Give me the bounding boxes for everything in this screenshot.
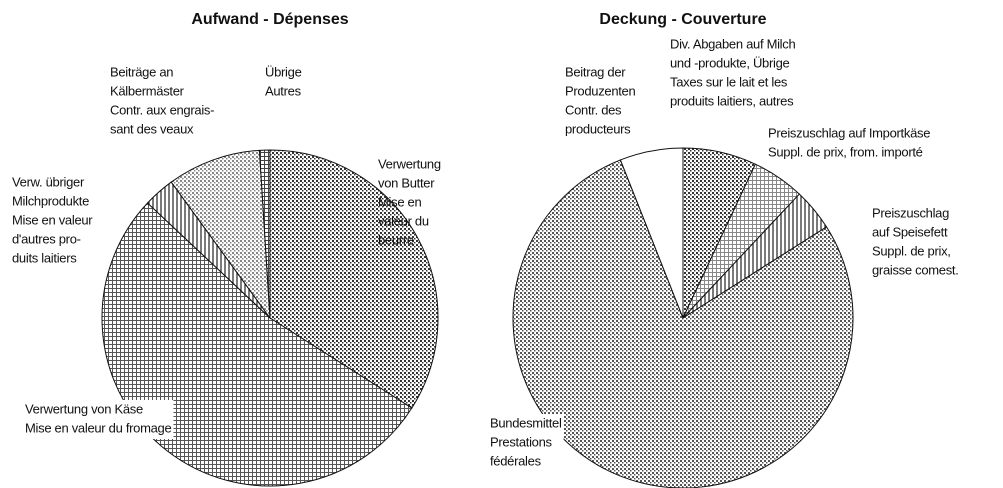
slice-label-line: valeur du [378, 213, 429, 228]
slice-label: Verw. übriger Milchprodukte Mise en valeur… [12, 174, 94, 265]
slice-label: Preiszuschlag auf Importkäse Suppl. de pr… [768, 125, 930, 159]
slice-label-line: duits laitiers [12, 250, 77, 265]
slice-label-line: Suppl. de prix, from. importé [768, 144, 923, 159]
slice-label-line: d'autres pro- [12, 231, 81, 246]
slice-label: Div. Abgaben auf Milch und -produkte, Übr… [670, 36, 796, 108]
slice-label-line: Milchprodukte [12, 193, 89, 208]
slice-label-line: Verw. übriger [12, 174, 85, 189]
pie-slice [512, 159, 854, 488]
pie-slice [619, 147, 684, 319]
slice-label-line: von Butter [378, 175, 435, 190]
slice-label-line: Mise en valeur [12, 212, 93, 227]
slice-label-line: producteurs [565, 121, 631, 136]
slice-label: Preiszuschlag auf Speisefett Suppl. de pri… [872, 205, 959, 277]
slice-label-line: Taxes sur le lait et les [670, 74, 788, 89]
slice-label-line: Suppl. de prix, [872, 243, 951, 258]
slice-label-line: Übrige [265, 64, 302, 79]
slice-label-line: Mise en valeur du fromage [25, 420, 171, 435]
slice-label: Verwertung von Butter Mise en valeur du beur… [378, 156, 441, 247]
slice-label-line: und -produkte, Übrige [670, 55, 790, 70]
slice-label-line: Kälbermäster [110, 83, 185, 98]
slice-label-line: Preiszuschlag [872, 205, 949, 220]
slice-label: Beiträge an Kälbermäster Contr. aux engrai… [110, 64, 214, 136]
slice-label-line: auf Speisefett [872, 224, 948, 239]
chart-title: Aufwand - Dépenses [191, 11, 348, 28]
slice-label-line: Verwertung [378, 156, 441, 171]
slice-label-line: Mise en [378, 194, 421, 209]
slice-label-line: beurre [378, 232, 414, 247]
pie-slice [101, 202, 413, 487]
slice-label-line: sant des veaux [110, 121, 194, 136]
slice-label: Verwertung von Käse Mise en valeur du fro… [23, 400, 174, 439]
pie-slice [258, 149, 271, 319]
slice-label-line: produits laitiers, autres [670, 93, 794, 108]
slice-label-line: graisse comest. [872, 262, 959, 277]
slice-label: Übrige Autres [265, 64, 302, 98]
slice-label-line: Bundesmittel [490, 415, 562, 430]
slice-label-line: Produzenten [565, 83, 635, 98]
slice-label-line: Beitrag der [565, 64, 626, 79]
pie-slice [269, 149, 439, 409]
slice-label: Bundesmittel Prestations fédérales [488, 414, 564, 472]
slice-label: Beitrag der Produzenten Contr. des producte… [565, 64, 636, 136]
slice-label-line: fédérales [490, 453, 542, 468]
slice-label-line: Autres [265, 83, 302, 98]
slice-label-line: Preiszuschlag auf Importkäse [768, 125, 930, 140]
slice-label-line: Div. Abgaben auf Milch [670, 36, 795, 51]
chart-title: Deckung - Couverture [599, 11, 766, 28]
slice-label-line: Contr. aux engrais- [110, 102, 214, 117]
pie-slice [170, 149, 271, 320]
slice-label-line: Verwertung von Käse [25, 401, 143, 416]
label-background [488, 414, 564, 472]
slice-label-line: Prestations [490, 434, 553, 449]
label-background [23, 400, 174, 439]
slice-label-line: Beiträge an [110, 64, 173, 79]
slice-label-line: Contr. des [565, 102, 622, 117]
